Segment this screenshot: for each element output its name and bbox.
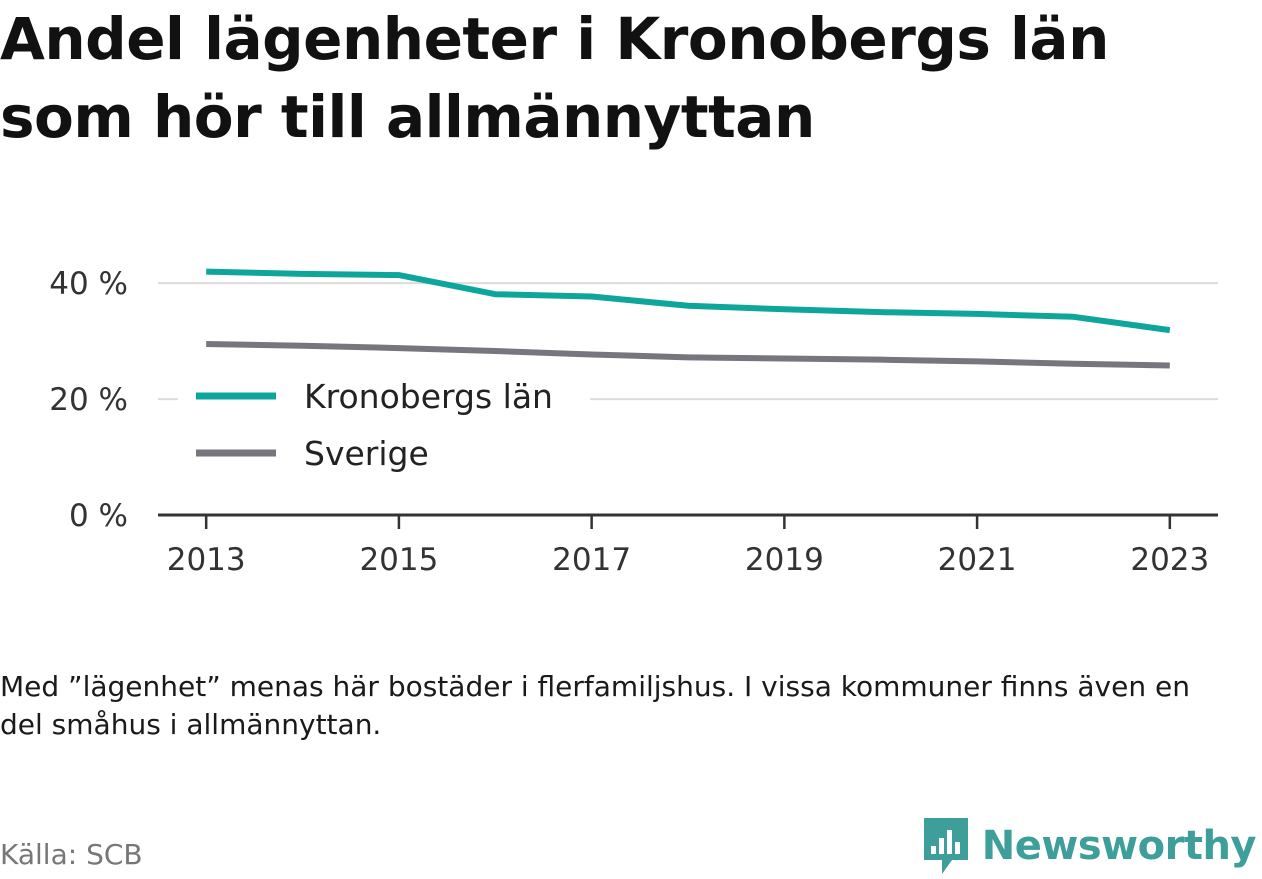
chart-bubble-icon xyxy=(923,818,968,874)
x-tick-label: 2019 xyxy=(745,542,824,578)
y-tick-label: 20 % xyxy=(49,382,128,418)
x-tick-label: 2021 xyxy=(938,542,1017,578)
x-axis: 2013 2015 2017 2019 2021 2023 xyxy=(158,513,1218,578)
y-tick-label: 0 % xyxy=(69,498,128,534)
brand-name: Newsworthy xyxy=(981,823,1257,869)
series-lines xyxy=(206,268,1171,369)
legend: Kronobergs län Sverige xyxy=(178,363,590,481)
series-line xyxy=(206,268,1171,334)
y-axis-labels: 0 % 20 % 40 % xyxy=(49,266,128,534)
y-tick-label: 40 % xyxy=(49,266,128,302)
x-tick-label: 2017 xyxy=(552,542,631,578)
source-label: Källa: SCB xyxy=(0,838,143,871)
x-tick-label: 2015 xyxy=(359,542,438,578)
brand-logo[interactable]: Newsworthy xyxy=(922,818,1257,874)
x-tick-label: 2023 xyxy=(1130,542,1209,578)
x-tick-label: 2013 xyxy=(167,542,246,578)
legend-label: Kronobergs län xyxy=(304,377,553,416)
legend-label: Sverige xyxy=(304,434,429,473)
series-line xyxy=(206,341,1170,369)
chart-title: Andel lägenheter i Kronobergs län som hö… xyxy=(0,5,1109,151)
chart-note: Med ”lägenhet” menas här bostäder i fler… xyxy=(0,670,1190,741)
legend-background xyxy=(178,363,590,481)
line-chart: 2013 2015 2017 2019 2021 2023 0 % 20 % 40 % Kro… xyxy=(49,266,1218,578)
